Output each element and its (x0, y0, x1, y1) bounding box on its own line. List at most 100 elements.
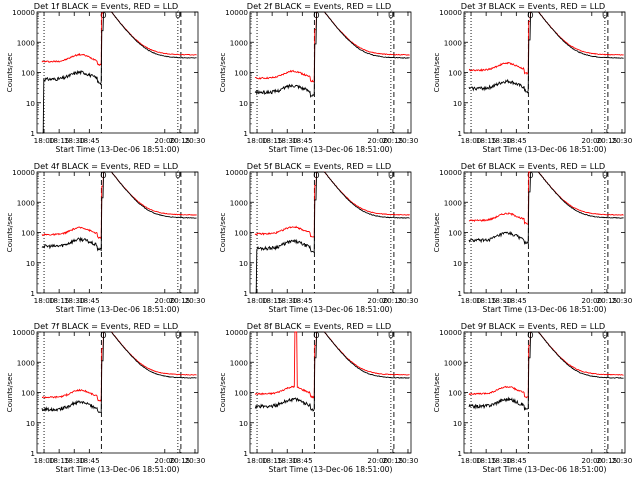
x-tick-label: 18:00 (247, 456, 268, 465)
series-line-events (254, 331, 410, 412)
x-tick-label: 20:15 (597, 296, 618, 305)
y-tick-label: 1000 (17, 358, 36, 367)
series-line-events (468, 11, 624, 94)
x-tick-label: 20:00 (581, 296, 602, 305)
x-tick-label: 18:15 (49, 456, 70, 465)
plot-frame (36, 11, 199, 134)
x-tick-label: 20:15 (383, 456, 404, 465)
panel-title: Det 1f BLACK = Events, RED = LLD (34, 1, 178, 11)
x-tick-label: 20:00 (367, 296, 388, 305)
x-tick-label: 20:30 (185, 456, 206, 465)
x-tick-label: 18:15 (476, 136, 497, 145)
y-tick-label: 100 (234, 229, 248, 238)
x-tick-label: 20:15 (170, 136, 191, 145)
y-tick-label: 1 (243, 449, 248, 458)
x-tick-label: 20:15 (170, 296, 191, 305)
x-tick-label: 20:00 (154, 136, 175, 145)
x-tick-label: 20:00 (154, 296, 175, 305)
plot-frame (249, 331, 412, 454)
panel-title: Det 3f BLACK = Events, RED = LLD (461, 1, 605, 11)
x-tick-label: 18:30 (277, 296, 298, 305)
panel-plot-5: Det 5f BLACK = Events, RED = LLD 1 10 100 10… (218, 161, 419, 314)
y-tick-label: 1000 (444, 358, 463, 367)
plot-frame (36, 331, 199, 454)
y-tick-label: 1000 (230, 38, 249, 47)
y-tick-label: 10 (239, 419, 249, 428)
x-tick-label: 18:15 (262, 296, 283, 305)
y-tick-label: 100 (21, 389, 35, 398)
x-axis-label: Start Time (13-Dec-06 18:51:00) (56, 145, 180, 154)
panel-plot-9: Det 9f BLACK = Events, RED = LLD 1 10 100 10… (432, 321, 633, 474)
plot-frame (463, 11, 626, 134)
x-tick-label: 18:30 (491, 136, 512, 145)
panel-title: Det 2f BLACK = Events, RED = LLD (247, 1, 391, 11)
end-marker: Ú (388, 9, 394, 20)
x-axis-label: Start Time (13-Dec-06 18:51:00) (269, 145, 393, 154)
y-tick-label: 10000 (12, 168, 35, 177)
y-tick-label: 10 (453, 99, 463, 108)
series-line-events (41, 171, 197, 252)
x-tick-label: 20:15 (383, 136, 404, 145)
y-tick-label: 1 (457, 449, 462, 458)
end-marker: Ú (388, 329, 394, 340)
end-marker: Ú (602, 169, 608, 180)
x-tick-label: 18:15 (476, 296, 497, 305)
x-tick-label: 18:30 (277, 456, 298, 465)
x-tick-label: 18:15 (49, 136, 70, 145)
panel-plot-7: Det 7f BLACK = Events, RED = LLD 1 10 100 10… (5, 321, 206, 474)
plot-frame (463, 171, 626, 294)
detector-panel-3: Det 3f BLACK = Events, RED = LLD 1 10 100 10… (427, 0, 640, 160)
x-tick-label: 18:30 (277, 136, 298, 145)
panel-plot-3: Det 3f BLACK = Events, RED = LLD 1 10 100 10… (432, 1, 633, 154)
y-axis-label: Counts/sec (432, 53, 441, 93)
x-tick-label: 18:30 (64, 456, 85, 465)
y-tick-label: 10000 (12, 328, 35, 337)
y-axis-label: Counts/sec (5, 53, 14, 93)
y-axis-label: Counts/sec (432, 213, 441, 253)
y-tick-label: 100 (448, 229, 462, 238)
x-tick-label: 20:00 (581, 136, 602, 145)
panel-plot-2: Det 2f BLACK = Events, RED = LLD 1 10 100 10… (218, 1, 419, 154)
x-tick-label: 20:15 (383, 296, 404, 305)
x-tick-label: 20:30 (612, 456, 633, 465)
y-axis-label: Counts/sec (218, 53, 227, 93)
x-tick-label: 20:00 (367, 456, 388, 465)
y-tick-label: 1 (30, 129, 35, 138)
x-tick-label: 18:45 (292, 296, 313, 305)
x-tick-label: 18:00 (34, 456, 55, 465)
x-tick-label: 20:30 (398, 456, 419, 465)
x-axis-label: Start Time (13-Dec-06 18:51:00) (483, 145, 607, 154)
x-tick-label: 20:30 (612, 296, 633, 305)
x-axis-label: Start Time (13-Dec-06 18:51:00) (483, 465, 607, 474)
y-tick-label: 1000 (230, 198, 249, 207)
x-tick-label: 20:00 (367, 136, 388, 145)
x-axis-label: Start Time (13-Dec-06 18:51:00) (269, 465, 393, 474)
y-tick-label: 10 (26, 259, 36, 268)
y-tick-label: 1 (457, 289, 462, 298)
y-tick-label: 1 (457, 129, 462, 138)
x-tick-label: 20:30 (398, 136, 419, 145)
x-tick-label: 20:00 (581, 456, 602, 465)
y-tick-label: 10000 (439, 328, 462, 337)
y-tick-label: 1000 (444, 38, 463, 47)
x-tick-label: 18:45 (79, 136, 100, 145)
y-tick-label: 10000 (225, 328, 248, 337)
panel-plot-1: Det 1f BLACK = Events, RED = LLD 1 10 100 10… (5, 1, 206, 154)
panel-title: Det 8f BLACK = Events, RED = LLD (247, 321, 391, 331)
y-tick-label: 100 (448, 69, 462, 78)
x-tick-label: 18:00 (461, 456, 482, 465)
y-tick-label: 10 (26, 419, 36, 428)
y-tick-label: 10000 (225, 168, 248, 177)
y-tick-label: 1000 (17, 198, 36, 207)
x-tick-label: 18:45 (506, 136, 527, 145)
y-tick-label: 1 (243, 289, 248, 298)
y-tick-label: 1000 (444, 198, 463, 207)
y-axis-label: Counts/sec (432, 373, 441, 413)
y-tick-label: 10000 (439, 8, 462, 17)
x-axis-label: Start Time (13-Dec-06 18:51:00) (56, 465, 180, 474)
x-tick-label: 20:30 (185, 296, 206, 305)
detector-panel-5: Det 5f BLACK = Events, RED = LLD 1 10 100 10… (213, 160, 426, 320)
x-tick-label: 18:30 (491, 296, 512, 305)
detector-panel-4: Det 4f BLACK = Events, RED = LLD 1 10 100 10… (0, 160, 213, 320)
x-tick-label: 18:00 (461, 136, 482, 145)
